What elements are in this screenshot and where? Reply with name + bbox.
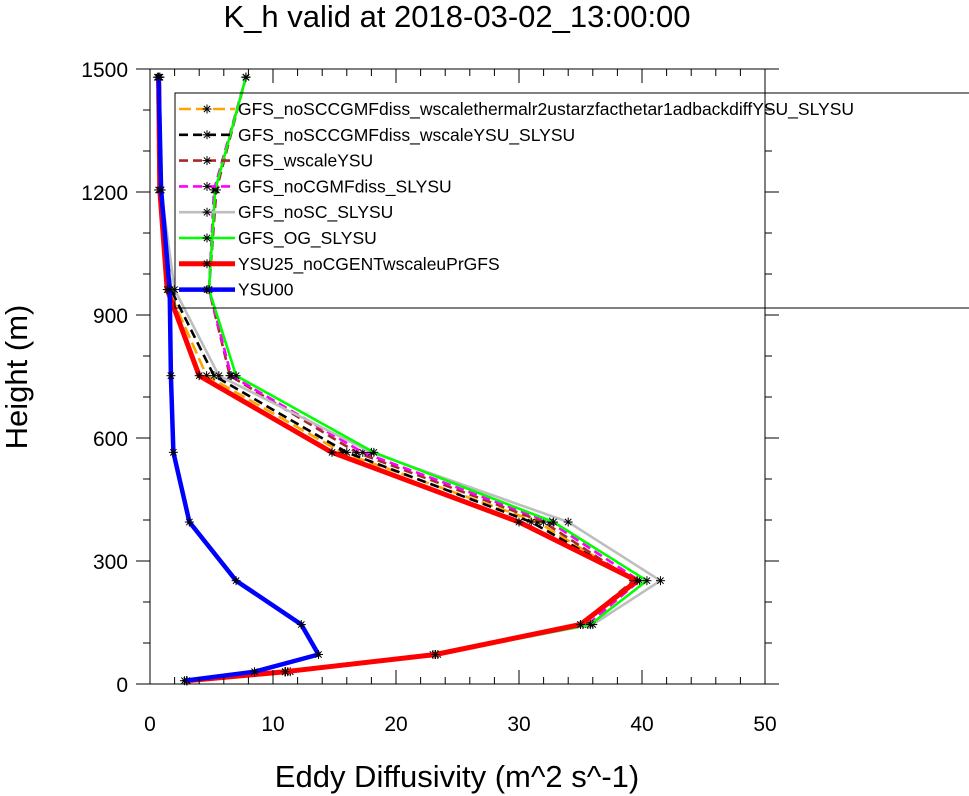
legend-label: YSU00 — [238, 280, 294, 300]
plot-frame — [149, 68, 766, 685]
x-tick-label: 0 — [144, 713, 156, 736]
legend-label: GFS_noSC_SLYSU — [238, 202, 393, 223]
series-point — [655, 576, 665, 586]
series-point — [327, 447, 337, 457]
series-point — [632, 576, 642, 586]
series-point — [166, 371, 176, 381]
legend-marker — [202, 104, 212, 114]
series-7 — [154, 72, 324, 686]
series-point — [280, 667, 290, 677]
legend-marker — [202, 285, 212, 295]
series-point — [514, 517, 524, 527]
x-tick-label: 40 — [630, 713, 653, 736]
legend: GFS_noSCCGMFdiss_wscalethermalr2ustarzfa… — [174, 92, 969, 309]
x-tick-label: 10 — [261, 713, 284, 736]
y-tick-label: 1200 — [81, 182, 128, 205]
legend-item: YSU00 — [179, 280, 294, 300]
legend-item: GFS_noSCCGMFdiss_wscaleYSU_SLYSU — [179, 125, 575, 146]
series-point — [314, 649, 324, 659]
series-point — [585, 620, 595, 630]
series-point — [231, 576, 241, 586]
legend-label: YSU25_noCGENTwscaleuPrGFS — [238, 254, 500, 275]
x-tick-label: 50 — [753, 713, 776, 736]
y-tick-label: 900 — [93, 305, 128, 328]
series-point — [642, 576, 652, 586]
y-tick-label: 600 — [93, 428, 128, 451]
legend-label: GFS_OG_SLYSU — [238, 228, 377, 249]
legend-marker — [202, 207, 212, 217]
legend-marker — [202, 130, 212, 140]
legend-frame — [174, 92, 969, 309]
series-point — [369, 447, 379, 457]
legend-item: GFS_wscaleYSU — [179, 151, 373, 172]
series-point — [214, 371, 224, 381]
series-4 — [155, 72, 665, 686]
legend-item: GFS_noCGMFdiss_SLYSU — [179, 176, 452, 197]
chart-title: K_h valid at 2018-03-02_13:00:00 — [223, 0, 690, 34]
x-tick-label: 20 — [384, 713, 407, 736]
x-tick-label: 30 — [507, 713, 530, 736]
legend-label: GFS_noSCCGMFdiss_wscalethermalr2ustarzfa… — [238, 99, 854, 120]
series-point — [250, 667, 260, 677]
series-point — [231, 371, 241, 381]
y-tick-label: 0 — [116, 674, 128, 697]
legend-label: GFS_noSCCGMFdiss_wscaleYSU_SLYSU — [238, 125, 575, 146]
x-axis-title: Eddy Diffusivity (m^2 s^-1) — [275, 759, 639, 794]
series-point — [241, 72, 251, 82]
axes: 0 10 20 30 40 50 0 300 600 900 1200 1500 — [81, 59, 779, 736]
series-point — [194, 371, 204, 381]
series-point — [156, 185, 166, 195]
series-point — [184, 517, 194, 527]
series-point — [165, 285, 175, 295]
legend-marker — [202, 233, 212, 243]
legend-label: GFS_wscaleYSU — [238, 151, 373, 172]
legend-item: YSU25_noCGENTwscaleuPrGFS — [179, 254, 500, 275]
series-point — [168, 447, 178, 457]
legend-marker — [202, 156, 212, 166]
legend-label: GFS_noCGMFdiss_SLYSU — [238, 176, 452, 197]
legend-item: GFS_noSC_SLYSU — [179, 202, 393, 223]
series-line — [156, 77, 636, 682]
series-point — [430, 649, 440, 659]
legend-marker — [202, 259, 212, 269]
series-point — [296, 620, 306, 630]
legend-marker — [202, 181, 212, 191]
y-tick-label: 1500 — [81, 59, 128, 82]
series-point — [526, 517, 536, 527]
plot-series — [152, 72, 665, 686]
y-axis-title: Height (m) — [0, 305, 34, 450]
series-point — [548, 517, 558, 527]
series-point — [342, 447, 352, 457]
legend-item: GFS_noSCCGMFdiss_wscalethermalr2ustarzfa… — [179, 99, 854, 120]
y-tick-label: 300 — [93, 551, 128, 574]
legend-item: GFS_OG_SLYSU — [179, 228, 377, 249]
series-point — [576, 620, 585, 630]
series-point — [154, 72, 164, 82]
series-point — [563, 517, 573, 527]
